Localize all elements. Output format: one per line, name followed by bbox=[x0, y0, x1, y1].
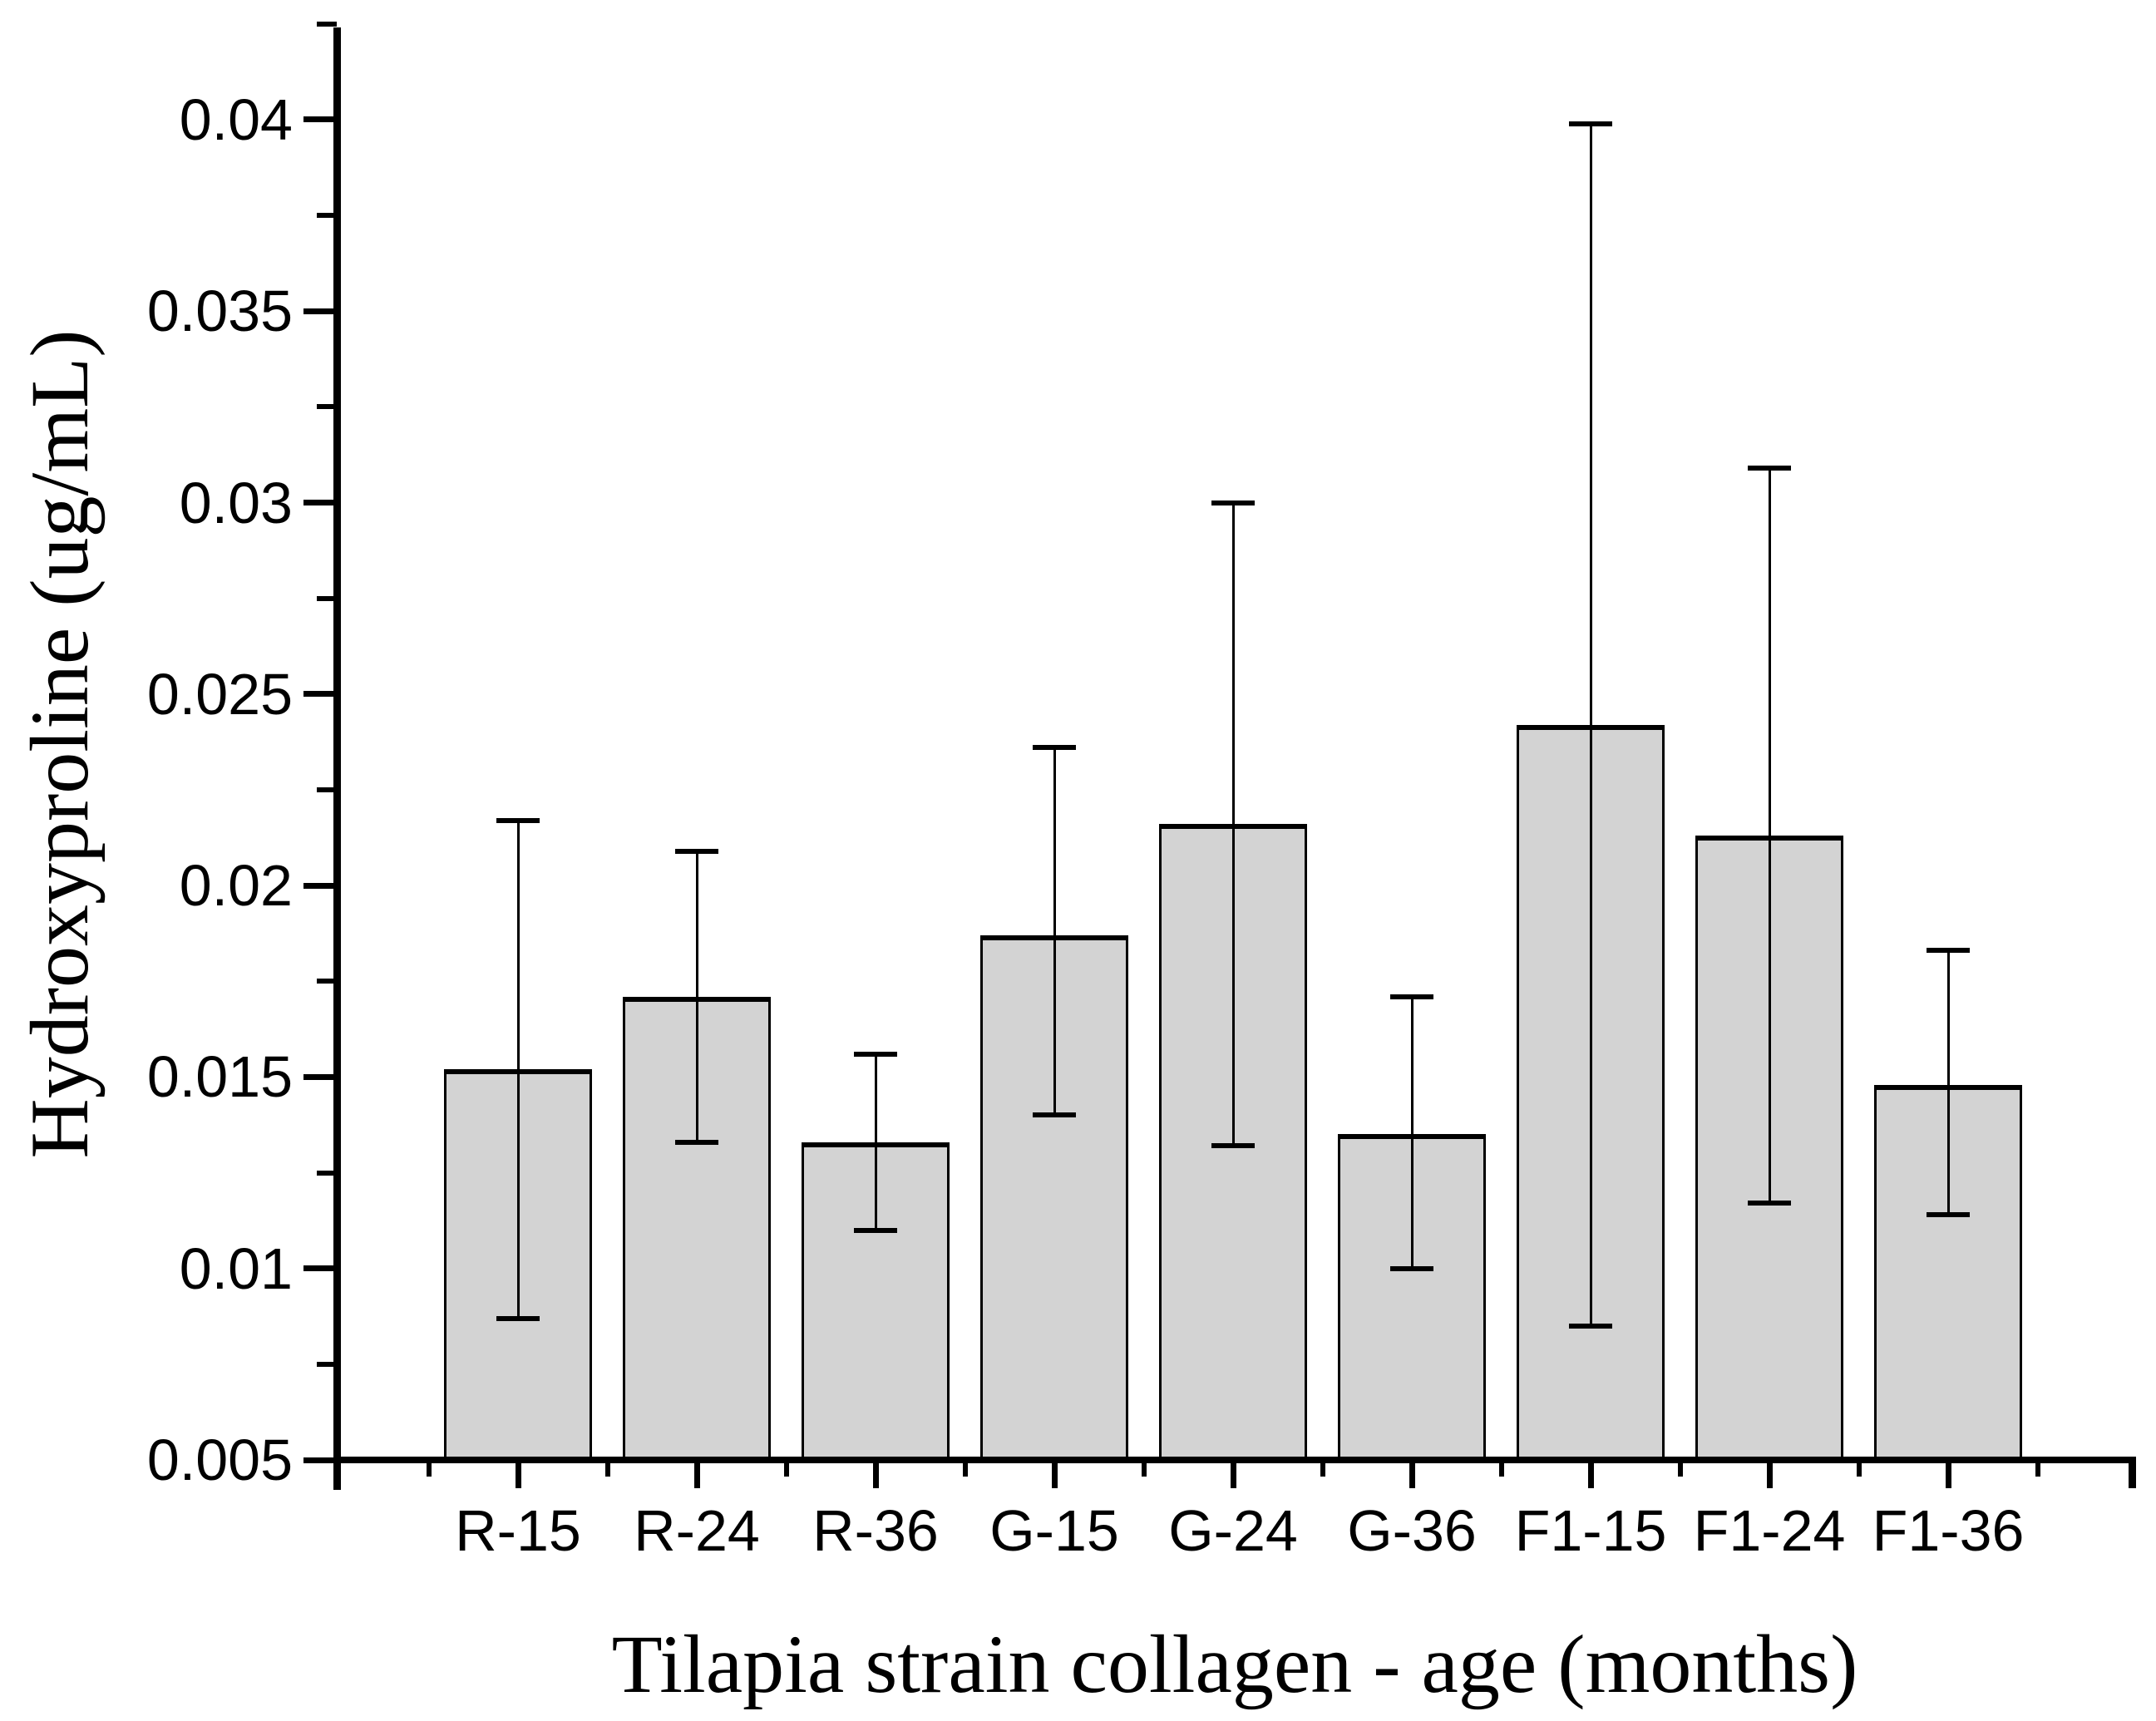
y-tick-label: 0.025 bbox=[146, 661, 293, 727]
error-cap-bottom-R-36 bbox=[854, 1227, 897, 1233]
x-tick-label-R-36: R-36 bbox=[812, 1498, 939, 1563]
x-tick-label-G-36: G-36 bbox=[1347, 1498, 1477, 1563]
x-minor-tick bbox=[604, 1460, 610, 1477]
y-minor-tick bbox=[317, 595, 337, 601]
y-tick-label: 0.015 bbox=[146, 1044, 293, 1110]
x-major-tick bbox=[1587, 1460, 1594, 1488]
y-minor-tick bbox=[317, 1361, 337, 1367]
error-cap-bottom-R-24 bbox=[675, 1139, 718, 1145]
x-major-tick bbox=[1230, 1460, 1236, 1488]
error-bar-G-15 bbox=[1053, 747, 1056, 1116]
x-minor-tick bbox=[1677, 1460, 1683, 1477]
error-bar-F1-24 bbox=[1768, 468, 1771, 1204]
y-tick-label: 0.005 bbox=[146, 1428, 293, 1492]
x-minor-tick bbox=[962, 1460, 968, 1477]
y-major-tick bbox=[303, 308, 337, 314]
error-bar-F1-15 bbox=[1589, 123, 1592, 1326]
x-tick-label-F1-15: F1-15 bbox=[1514, 1498, 1667, 1563]
y-minor-tick bbox=[317, 213, 337, 219]
error-cap-top-F1-24 bbox=[1748, 466, 1791, 471]
error-bar-G-36 bbox=[1410, 996, 1413, 1269]
error-cap-top-G-15 bbox=[1033, 745, 1076, 751]
x-minor-tick bbox=[1498, 1460, 1504, 1477]
error-cap-top-G-24 bbox=[1211, 500, 1255, 505]
y-axis-title: Hydroxyproline (ug/mL) bbox=[13, 329, 106, 1159]
y-minor-tick bbox=[317, 404, 337, 410]
y-minor-tick bbox=[317, 1170, 337, 1176]
error-cap-top-F1-36 bbox=[1927, 948, 1970, 954]
x-major-tick bbox=[693, 1460, 700, 1488]
y-minor-tick bbox=[317, 979, 337, 984]
x-major-tick bbox=[1945, 1460, 1951, 1488]
error-bar-F1-36 bbox=[1946, 950, 1950, 1216]
y-major-tick bbox=[303, 116, 337, 123]
x-minor-tick bbox=[2035, 1460, 2040, 1477]
error-cap-bottom-F1-24 bbox=[1748, 1201, 1791, 1206]
x-tick-label-F1-36: F1-36 bbox=[1872, 1498, 2025, 1563]
y-tick-label: 0.02 bbox=[179, 853, 293, 919]
y-tick-label: 0.03 bbox=[179, 470, 293, 535]
x-minor-tick bbox=[1320, 1460, 1325, 1477]
error-cap-bottom-F1-36 bbox=[1927, 1212, 1970, 1218]
y-major-tick bbox=[303, 1073, 337, 1080]
x-tick-label-G-24: G-24 bbox=[1168, 1498, 1298, 1563]
error-cap-top-F1-15 bbox=[1569, 121, 1612, 126]
y-major-tick bbox=[303, 1457, 337, 1463]
y-tick-label: 0.035 bbox=[146, 279, 293, 344]
error-bar-R-24 bbox=[695, 851, 698, 1142]
x-minor-tick bbox=[426, 1460, 432, 1477]
error-cap-top-R-36 bbox=[854, 1051, 897, 1057]
error-cap-top-R-24 bbox=[675, 848, 718, 854]
error-cap-bottom-R-15 bbox=[496, 1315, 540, 1321]
y-major-tick bbox=[303, 1265, 337, 1272]
error-cap-top-G-36 bbox=[1390, 994, 1433, 999]
y-minor-tick bbox=[317, 787, 337, 792]
error-bar-R-15 bbox=[516, 820, 520, 1319]
error-cap-bottom-G-36 bbox=[1390, 1265, 1433, 1271]
x-major-tick bbox=[2129, 1460, 2136, 1488]
x-tick-label-R-24: R-24 bbox=[634, 1498, 760, 1563]
x-minor-tick bbox=[783, 1460, 789, 1477]
error-cap-top-R-15 bbox=[496, 817, 540, 823]
x-major-tick bbox=[872, 1460, 879, 1488]
x-major-tick bbox=[515, 1460, 521, 1488]
x-major-tick bbox=[1051, 1460, 1058, 1488]
y-minor-tick bbox=[317, 21, 337, 27]
y-major-tick bbox=[303, 500, 337, 505]
error-bar-R-36 bbox=[874, 1053, 877, 1230]
y-tick-label: 0.01 bbox=[179, 1235, 293, 1301]
error-bar-G-24 bbox=[1231, 502, 1235, 1147]
x-major-tick bbox=[1766, 1460, 1773, 1488]
y-major-tick bbox=[303, 691, 337, 698]
x-minor-tick bbox=[1856, 1460, 1862, 1477]
error-cap-bottom-G-24 bbox=[1211, 1143, 1255, 1149]
y-tick-label: 0.04 bbox=[179, 86, 293, 152]
y-major-tick bbox=[303, 882, 337, 889]
error-cap-bottom-F1-15 bbox=[1569, 1323, 1612, 1329]
y-axis-line bbox=[333, 27, 341, 1490]
x-tick-label-G-15: G-15 bbox=[989, 1498, 1119, 1563]
x-tick-label-R-15: R-15 bbox=[455, 1498, 581, 1563]
x-major-tick bbox=[1409, 1460, 1415, 1488]
error-cap-bottom-G-15 bbox=[1033, 1112, 1076, 1118]
x-tick-label-F1-24: F1-24 bbox=[1693, 1498, 1846, 1563]
x-axis-title: Tilapia strain collagen - age (months) bbox=[611, 1618, 1858, 1710]
x-minor-tick bbox=[1141, 1460, 1147, 1477]
